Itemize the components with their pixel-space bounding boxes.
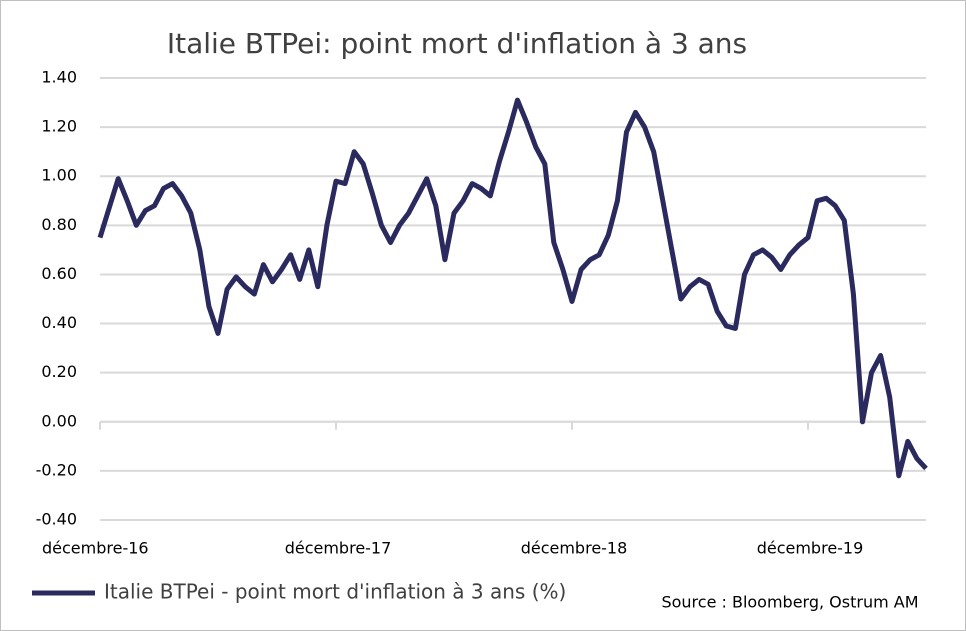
y-tick-label: 1.00 xyxy=(41,166,77,185)
y-tick-label: -0.20 xyxy=(36,460,77,479)
y-tick-label: 1.20 xyxy=(41,117,77,136)
x-tick-label: décembre-18 xyxy=(521,539,628,558)
x-tick-label: décembre-17 xyxy=(285,539,392,558)
source: Source : Bloomberg, Ostrum AM xyxy=(661,593,918,612)
y-tick-label: 0.60 xyxy=(41,264,77,283)
y-tick-label: 1.40 xyxy=(41,68,77,87)
legend-label: Italie BTPei - point mort d'inflation à … xyxy=(104,580,566,604)
y-tick-label: 0.00 xyxy=(41,411,77,430)
x-tick-label: décembre-19 xyxy=(757,539,864,558)
x-tick-label: décembre-16 xyxy=(42,539,149,558)
chart-title: Italie BTPei: point mort d'inflation à 3… xyxy=(167,27,747,60)
y-tick-label: 0.80 xyxy=(41,215,77,234)
y-tick-label: 0.40 xyxy=(41,313,77,332)
y-tick-label: 0.20 xyxy=(41,362,77,381)
y-tick-label: -0.40 xyxy=(36,510,77,529)
source-box xyxy=(628,575,958,625)
line-series xyxy=(97,97,928,479)
